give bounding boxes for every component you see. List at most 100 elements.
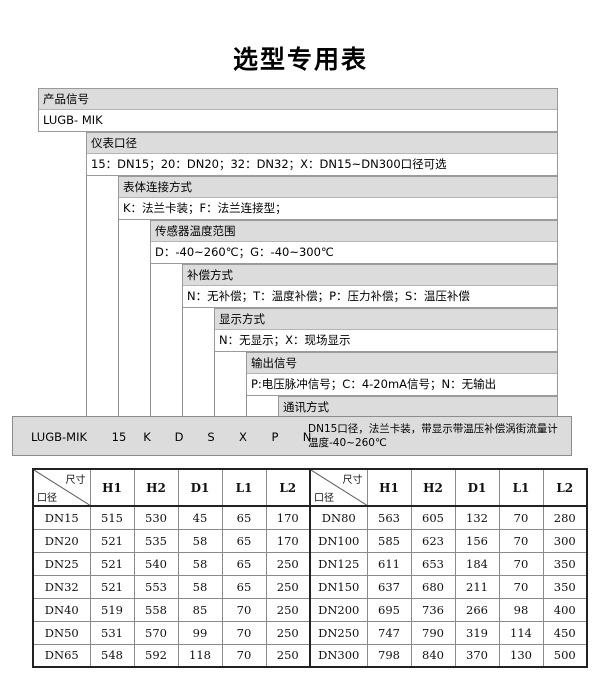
dimension-value-cell-H2: 680	[410, 574, 456, 599]
dimension-bore-cell: DN300	[309, 643, 368, 668]
dimension-value-cell-L1: 65	[221, 505, 267, 530]
dimension-value-cell-H2: 840	[410, 643, 456, 668]
dimension-value-cell-H1: 611	[366, 551, 412, 576]
dimension-col-header-left-L2: L2	[265, 468, 311, 507]
dimension-value-cell-D1: 58	[177, 574, 223, 599]
dimension-value-cell-H2: 530	[133, 505, 179, 530]
dimension-bore-cell: DN80	[309, 505, 368, 530]
dimension-value-cell-D1: 99	[177, 620, 223, 645]
dimension-value-cell-H1: 747	[366, 620, 412, 645]
dimension-bore-cell: DN40	[32, 597, 91, 622]
example-description-line2: 温度-40~260℃	[308, 437, 387, 449]
dimension-value-cell-L1: 70	[498, 528, 544, 553]
dimension-value-cell-L1: 65	[221, 528, 267, 553]
dimension-value-cell-L1: 70	[498, 505, 544, 530]
selection-block-4: 补偿方式 N：无补偿；T：温度补偿；P：压力补偿；S：温压补偿	[182, 264, 558, 308]
example-code-6: P	[271, 430, 279, 444]
dimension-value-cell-L2: 250	[265, 643, 311, 668]
dimension-value-cell-L1: 114	[498, 620, 544, 645]
dimension-value-cell-H2: 736	[410, 597, 456, 622]
dimension-value-cell-H1: 521	[89, 574, 135, 599]
selection-block-5: 显示方式 N：无显示；X：现场显示	[214, 308, 558, 352]
selection-block-title: 显示方式	[215, 309, 557, 330]
dimension-table-header-row: 尺寸 口径 H1 H2 D1 L1 L2 尺寸 口径 H1 H2 D1 L1 L2	[32, 468, 588, 507]
dimension-value-cell-L2: 250	[265, 574, 311, 599]
dimension-value-cell-H1: 521	[89, 551, 135, 576]
dimension-table-head: 尺寸 口径 H1 H2 D1 L1 L2 尺寸 口径 H1 H2 D1 L1 L2	[32, 468, 588, 507]
diagonal-divider-icon	[312, 471, 366, 504]
dimension-value-cell-H2: 653	[410, 551, 456, 576]
dimension-value-cell-D1: 118	[177, 643, 223, 668]
selection-block-options: 15：DN15；20：DN20；32：DN32；X：DN15~DN300口径可选	[87, 154, 557, 175]
dimension-value-cell-H2: 535	[133, 528, 179, 553]
dimension-bore-cell: DN50	[32, 620, 91, 645]
dimension-bore-cell: DN150	[309, 574, 368, 599]
dimension-value-cell-D1: 85	[177, 597, 223, 622]
selection-block-options: LUGB- MIK	[39, 110, 557, 131]
dimension-col-header-left-H1: H1	[89, 468, 135, 507]
example-code-row: DN15口径，法兰卡装，带显示带温压补偿涡街流量计 温度-40~260℃ LUGB…	[12, 416, 572, 456]
connector-line-6	[246, 396, 247, 416]
dimension-value-cell-H2: 540	[133, 551, 179, 576]
dimension-corner-cell-right: 尺寸 口径	[309, 468, 368, 507]
table-row: DN50 531 570 99 70 250 DN250 747 790 319 114 450	[32, 620, 588, 645]
example-description: DN15口径，法兰卡装，带显示带温压补偿涡街流量计 温度-40~260℃	[308, 422, 570, 450]
dimension-value-cell-H2: 558	[133, 597, 179, 622]
dimension-value-cell-H1: 531	[89, 620, 135, 645]
dimension-value-cell-L2: 400	[542, 597, 588, 622]
dimension-table: 尺寸 口径 H1 H2 D1 L1 L2 尺寸 口径 H1 H2 D1 L1 L2 DN15 515 530 4…	[32, 468, 588, 668]
selection-block-title: 传感器温度范围	[151, 221, 557, 242]
selection-block-3: 传感器温度范围 D：-40~260℃；G：-40~300℃	[150, 220, 558, 264]
table-row: DN65 548 592 118 70 250 DN300 798 840 370 130 500	[32, 643, 588, 668]
dimension-value-cell-L2: 450	[542, 620, 588, 645]
selection-block-1: 仪表口径 15：DN15；20：DN20；32：DN32；X：DN15~DN300…	[86, 132, 558, 176]
connector-line-4	[182, 308, 183, 416]
table-row: DN25 521 540 58 65 250 DN125 611 653 184 70 350	[32, 551, 588, 576]
selection-block-6: 输出信号 P:电压脉冲信号；C：4-20mA信号；N：无输出	[246, 352, 558, 396]
connector-line-2	[118, 220, 119, 416]
dimension-value-cell-H1: 585	[366, 528, 412, 553]
dimension-value-cell-H1: 519	[89, 597, 135, 622]
dimension-value-cell-D1: 211	[454, 574, 500, 599]
dimension-col-header-right-L2: L2	[542, 468, 588, 507]
dimension-bore-cell: DN32	[32, 574, 91, 599]
dimension-value-cell-H1: 521	[89, 528, 135, 553]
dimension-bore-cell: DN25	[32, 551, 91, 576]
dimension-value-cell-L1: 65	[221, 574, 267, 599]
table-row: DN32 521 553 58 65 250 DN150 637 680 211 70 350	[32, 574, 588, 599]
dimension-value-cell-H2: 553	[133, 574, 179, 599]
selection-block-title: 通讯方式	[279, 397, 557, 418]
dimension-value-cell-L2: 300	[542, 528, 588, 553]
dimension-value-cell-L1: 65	[221, 551, 267, 576]
dimension-bore-cell: DN200	[309, 597, 368, 622]
dimension-value-cell-H1: 695	[366, 597, 412, 622]
example-code-0: LUGB-MIK	[30, 430, 88, 444]
dimension-col-header-right-D1: D1	[454, 468, 500, 507]
dimension-bore-cell: DN100	[309, 528, 368, 553]
table-row: DN15 515 530 45 65 170 DN80 563 605 132 70 280	[32, 505, 588, 530]
dimension-col-header-right-H2: H2	[410, 468, 456, 507]
dimension-bore-cell: DN65	[32, 643, 91, 668]
selection-block-options: D：-40~260℃；G：-40~300℃	[151, 242, 557, 263]
selection-block-title: 输出信号	[247, 353, 557, 374]
corner-label-dimension: 尺寸	[65, 475, 86, 486]
dimension-value-cell-L1: 70	[221, 620, 267, 645]
example-code-2: K	[143, 430, 151, 444]
dimension-value-cell-D1: 184	[454, 551, 500, 576]
selection-block-title: 产品信号	[39, 89, 557, 110]
dimension-bore-cell: DN15	[32, 505, 91, 530]
dimension-value-cell-H2: 605	[410, 505, 456, 530]
selection-block-options: N：无显示；X：现场显示	[215, 330, 557, 351]
dimension-value-cell-H1: 563	[366, 505, 412, 530]
dimension-value-cell-D1: 156	[454, 528, 500, 553]
dimension-col-header-left-L1: L1	[221, 468, 267, 507]
selection-block-title: 仪表口径	[87, 133, 557, 154]
dimension-value-cell-D1: 266	[454, 597, 500, 622]
selection-block-options: K：法兰卡装；F：法兰连接型；	[119, 198, 557, 219]
connector-line-5	[214, 352, 215, 416]
dimension-bore-cell: DN250	[309, 620, 368, 645]
selection-block-title: 补偿方式	[183, 265, 557, 286]
example-code-5: X	[239, 430, 247, 444]
dimension-value-cell-H1: 515	[89, 505, 135, 530]
